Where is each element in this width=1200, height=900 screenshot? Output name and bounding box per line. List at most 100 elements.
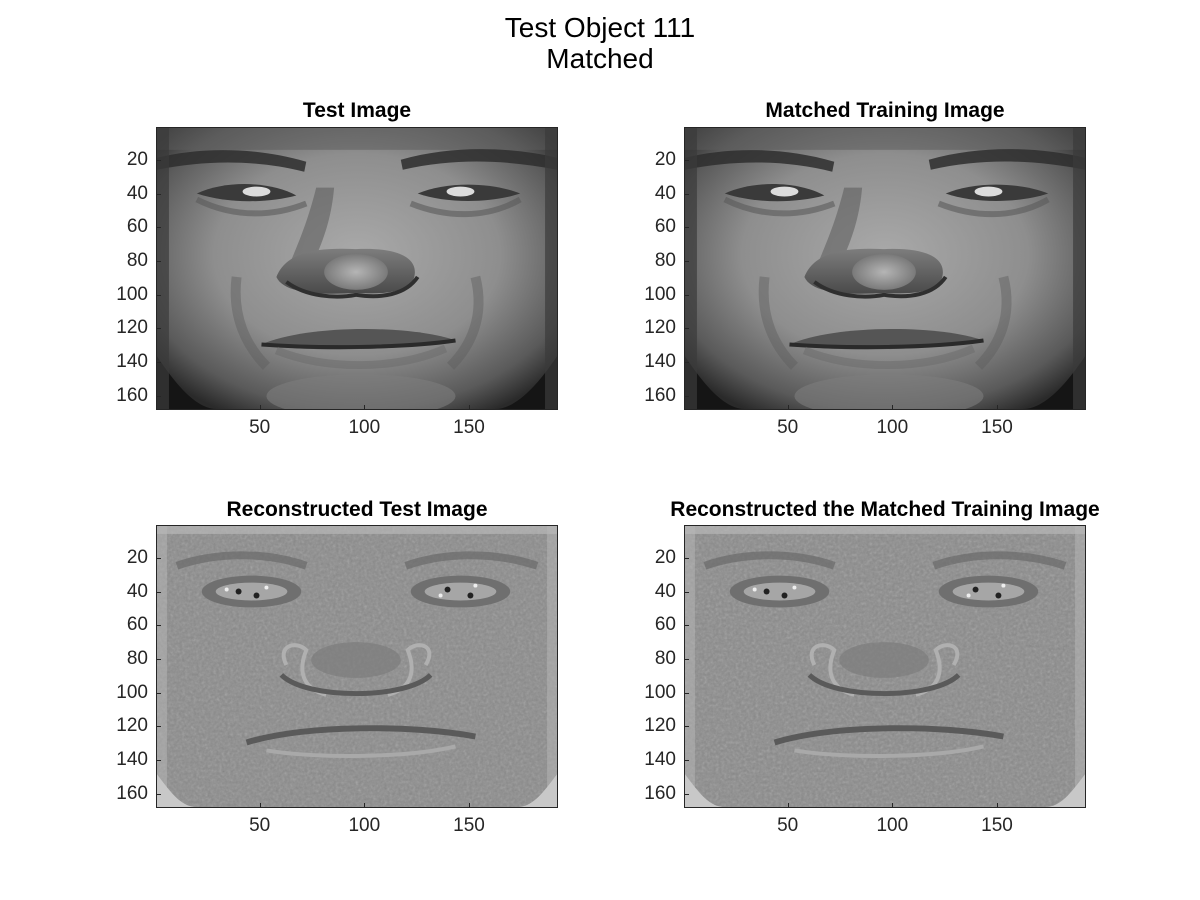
y-tick-label: 140	[644, 350, 676, 372]
y-tick-label: 20	[126, 546, 148, 568]
y-tick-mark	[684, 658, 689, 660]
panel-title-reconstructed-test-image: Reconstructed Test Image	[226, 498, 488, 521]
y-tick-mark	[156, 557, 161, 559]
y-tick-label: 60	[654, 216, 676, 238]
panel-title-matched-training-image: Matched Training Image	[765, 99, 1005, 122]
y-tick-mark	[684, 361, 689, 363]
y-tick-mark	[156, 625, 161, 627]
y-tick-mark	[684, 227, 689, 229]
y-tick-mark	[684, 726, 689, 728]
y-tick-mark	[684, 294, 689, 296]
y-tick-mark	[684, 260, 689, 262]
y-tick-label: 140	[116, 350, 148, 372]
x-tick-mark	[787, 803, 789, 808]
matched-training-image-face	[685, 128, 1085, 409]
x-tick-mark	[469, 803, 471, 808]
y-tick-mark	[684, 557, 689, 559]
y-tick-mark	[684, 793, 689, 795]
y-tick-label: 40	[126, 182, 148, 204]
x-tick-label: 50	[777, 417, 799, 438]
y-tick-label: 120	[644, 715, 676, 737]
y-tick-mark	[684, 193, 689, 195]
y-tick-label: 20	[654, 546, 676, 568]
y-tick-label: 80	[126, 249, 148, 271]
y-tick-mark	[684, 159, 689, 161]
y-tick-mark	[156, 159, 161, 161]
x-tick-label: 50	[249, 815, 271, 836]
y-tick-label: 100	[116, 681, 148, 703]
x-tick-mark	[787, 405, 789, 410]
y-tick-label: 20	[126, 148, 148, 170]
y-tick-label: 160	[644, 384, 676, 406]
y-tick-mark	[156, 328, 161, 330]
y-tick-label: 120	[644, 317, 676, 339]
y-tick-mark	[156, 658, 161, 660]
y-tick-mark	[684, 395, 689, 397]
y-tick-mark	[684, 625, 689, 627]
x-tick-mark	[259, 803, 261, 808]
x-tick-label: 100	[348, 417, 381, 438]
y-tick-label: 20	[654, 148, 676, 170]
y-tick-label: 100	[116, 283, 148, 305]
x-tick-mark	[469, 405, 471, 410]
y-tick-mark	[684, 759, 689, 761]
x-tick-label: 100	[876, 417, 909, 438]
reconstructed-test-image-axes	[156, 525, 558, 808]
x-tick-mark	[364, 803, 366, 808]
x-tick-mark	[997, 803, 999, 808]
y-tick-mark	[156, 395, 161, 397]
x-tick-label: 100	[348, 815, 381, 836]
y-tick-mark	[156, 193, 161, 195]
x-tick-label: 150	[453, 815, 485, 836]
y-tick-mark	[156, 726, 161, 728]
y-tick-mark	[156, 759, 161, 761]
test-image-axes	[156, 127, 558, 410]
y-tick-label: 120	[116, 317, 148, 339]
y-tick-label: 160	[116, 782, 148, 804]
reconstructed-test-image-face	[157, 526, 557, 807]
y-tick-label: 160	[116, 384, 148, 406]
y-tick-label: 80	[654, 249, 676, 271]
figure-title-line-2: Matched	[546, 43, 654, 74]
x-tick-label: 150	[981, 417, 1013, 438]
y-tick-label: 40	[126, 580, 148, 602]
y-tick-mark	[156, 793, 161, 795]
y-tick-mark	[156, 692, 161, 694]
y-tick-label: 80	[126, 647, 148, 669]
x-tick-mark	[892, 405, 894, 410]
y-tick-label: 40	[654, 182, 676, 204]
y-tick-label: 60	[654, 614, 676, 636]
y-tick-label: 160	[644, 782, 676, 804]
y-tick-mark	[156, 260, 161, 262]
reconstructed-matched-training-image-face	[685, 526, 1085, 807]
y-tick-mark	[156, 361, 161, 363]
y-tick-label: 60	[126, 216, 148, 238]
y-tick-label: 100	[644, 681, 676, 703]
y-tick-mark	[156, 591, 161, 593]
y-tick-mark	[156, 294, 161, 296]
test-image-face	[157, 128, 557, 409]
x-tick-mark	[892, 803, 894, 808]
x-tick-label: 50	[777, 815, 799, 836]
y-tick-label: 120	[116, 715, 148, 737]
figure-title-line-1: Test Object 111	[504, 12, 696, 43]
x-tick-mark	[259, 405, 261, 410]
x-tick-label: 100	[876, 815, 909, 836]
y-tick-mark	[684, 591, 689, 593]
reconstructed-matched-training-image-axes	[684, 525, 1086, 808]
panel-title-reconstructed-matched-training-image: Reconstructed the Matched Training Image	[670, 498, 1100, 521]
y-tick-label: 140	[116, 748, 148, 770]
y-tick-mark	[156, 227, 161, 229]
y-tick-mark	[684, 692, 689, 694]
x-tick-label: 50	[249, 417, 271, 438]
y-tick-label: 40	[654, 580, 676, 602]
y-tick-label: 100	[644, 283, 676, 305]
x-tick-label: 150	[453, 417, 485, 438]
y-tick-label: 80	[654, 647, 676, 669]
panel-title-test-image: Test Image	[302, 99, 412, 122]
x-tick-mark	[997, 405, 999, 410]
y-tick-mark	[684, 328, 689, 330]
matched-training-image-axes	[684, 127, 1086, 410]
x-tick-label: 150	[981, 815, 1013, 836]
x-tick-mark	[364, 405, 366, 410]
